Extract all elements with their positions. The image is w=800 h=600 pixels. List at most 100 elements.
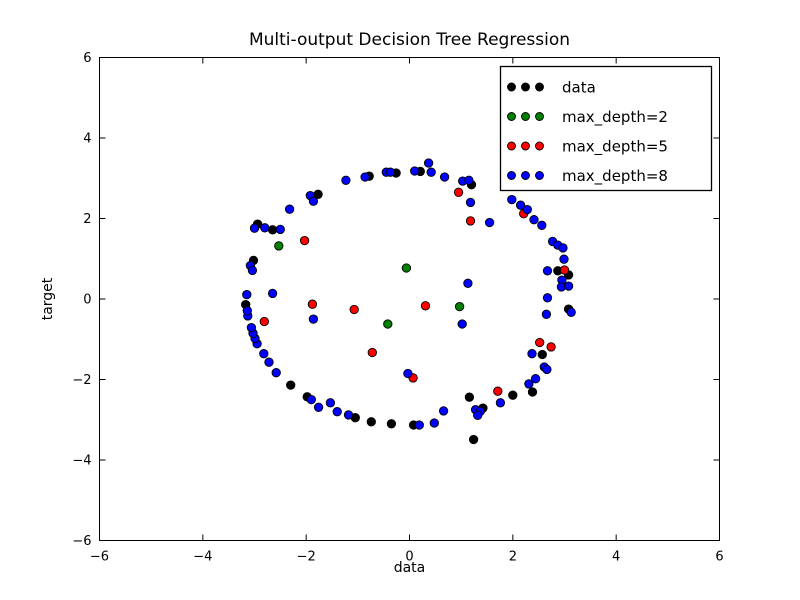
scatter-point (420, 301, 431, 311)
legend-marker (535, 112, 544, 121)
scatter-point (275, 224, 285, 235)
scatter-point (439, 172, 450, 182)
scatter-point (260, 223, 270, 233)
scatter-point (308, 196, 319, 206)
x-tick-label: −4 (193, 550, 212, 565)
legend-marker (521, 141, 530, 151)
legend-marker (507, 82, 516, 92)
scatter-point (508, 390, 518, 400)
scatter-point (527, 387, 538, 397)
scatter-point (274, 241, 284, 251)
scatter-point (542, 364, 552, 375)
plot-title: Multi-output Decision Tree Regression (249, 30, 570, 50)
scatter-point (349, 304, 359, 315)
scatter-point (267, 288, 278, 299)
legend-marker (535, 171, 544, 180)
scatter-point (465, 197, 476, 208)
scatter-point (414, 420, 424, 430)
scatter-point (495, 398, 506, 408)
legend-label: max_depth=2 (562, 108, 668, 127)
legend-label: max_depth=5 (562, 138, 668, 157)
series-data (241, 166, 574, 445)
y-tick-label: −2 (72, 373, 91, 388)
scatter-point (423, 158, 434, 168)
x-tick-label: 0 (405, 550, 413, 565)
scatter-point (271, 368, 281, 378)
legend-marker (507, 141, 516, 151)
legend-marker (521, 112, 530, 121)
legend-label: data (562, 79, 596, 97)
scatter-point (537, 220, 547, 230)
scatter-point (527, 349, 537, 359)
legend-marker (507, 171, 516, 180)
scatter-point (343, 410, 354, 420)
series-max-depth-8 (242, 158, 576, 430)
scatter-point (493, 386, 503, 396)
x-tick-label: −2 (297, 550, 316, 565)
y-axis-label: target (40, 277, 56, 320)
scatter-point (515, 200, 526, 210)
scatter-point (530, 374, 541, 384)
scatter-point (463, 278, 473, 288)
scatter-point (426, 167, 436, 177)
scatter-point (559, 254, 569, 264)
scatter-point (332, 407, 342, 417)
scatter-point (259, 349, 269, 359)
scatter-points (241, 158, 576, 445)
scatter-point (247, 265, 258, 276)
y-tick-label: 2 (83, 212, 91, 227)
scatter-point (529, 215, 539, 225)
scatter-point (360, 172, 370, 182)
legend-marker (521, 82, 530, 92)
scatter-point (246, 322, 257, 333)
legend-marker (535, 141, 544, 151)
series-max-depth-2 (274, 241, 465, 329)
scatter-point (546, 342, 556, 352)
scatter-point (457, 319, 467, 329)
scatter-point (341, 175, 351, 185)
scatter-point (535, 337, 545, 348)
x-tick-label: 2 (509, 550, 517, 565)
x-axis-label: data (394, 560, 426, 576)
legend-marker (521, 171, 530, 180)
scatter-point (325, 398, 336, 408)
y-tick-label: 0 (83, 293, 91, 308)
scatter-point (259, 316, 269, 327)
scatter-point (524, 379, 534, 389)
scatter-point (454, 301, 465, 312)
legend-marker (535, 82, 544, 92)
scatter-point (308, 314, 319, 324)
scatter-point (541, 309, 552, 319)
legend-label: max_depth=8 (562, 167, 668, 186)
y-tick-label: −6 (72, 534, 91, 549)
scatter-point (429, 418, 439, 428)
scatter-point (383, 319, 393, 329)
y-tick-label: 6 (83, 51, 91, 66)
scatter-point (468, 434, 479, 445)
scatter-point (473, 410, 483, 420)
scatter-point (438, 406, 449, 416)
scatter-point (242, 306, 252, 316)
scatter-point (264, 357, 274, 367)
y-tick-label: −4 (72, 454, 91, 469)
legend-marker (507, 112, 516, 121)
scatter-point (464, 175, 474, 185)
scatter-point (507, 194, 517, 205)
scatter-point (537, 349, 547, 360)
scatter-point (284, 204, 295, 214)
scatter-point (401, 263, 412, 273)
x-tick-label: 6 (715, 550, 723, 565)
scatter-point (286, 380, 296, 390)
scatter-point (563, 281, 574, 291)
scatter-point (464, 392, 475, 402)
scatter-point (249, 223, 260, 233)
scatter-point (566, 307, 576, 317)
scatter-point (410, 166, 420, 176)
scatter-point (484, 217, 495, 228)
scatter-point (307, 299, 318, 309)
scatter-point (366, 417, 376, 427)
x-tick-label: 4 (612, 550, 620, 565)
scatter-point (313, 402, 324, 412)
y-tick-label: 4 (83, 132, 91, 147)
